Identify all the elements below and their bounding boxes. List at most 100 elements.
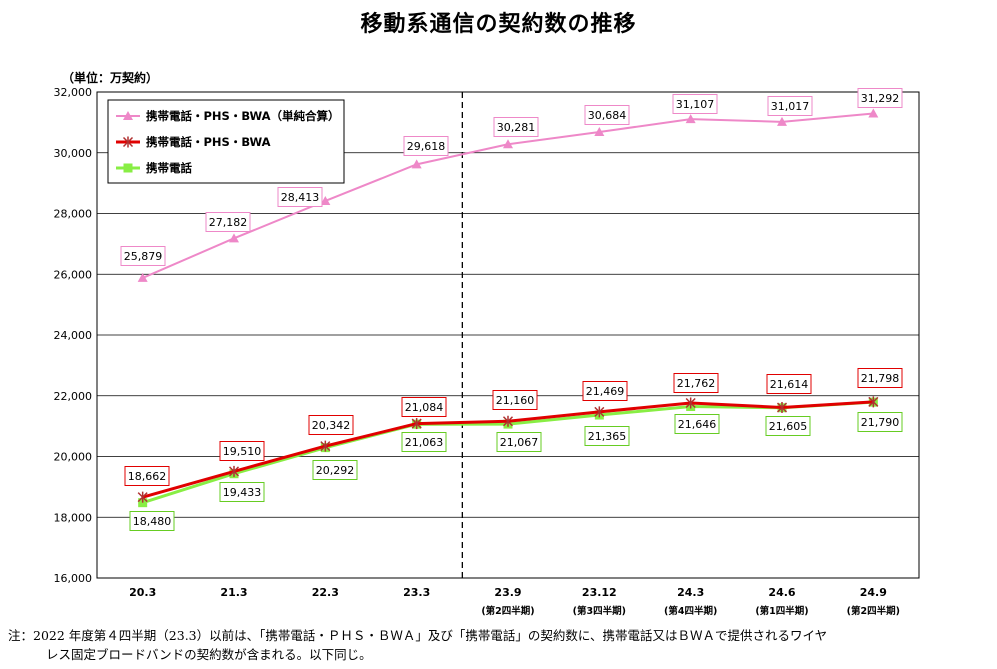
x-tick-label: 24.9 [860,586,887,599]
legend-item: 携帯電話・PHS・BWA [116,135,271,149]
data-label: 30,281 [493,117,539,137]
x-tick-label: 23.9 [494,586,521,599]
legend-box [107,99,345,184]
data-point-marker [868,108,879,118]
data-point-marker [123,111,133,120]
x-tick-label: 20.3 [129,586,156,599]
svg-text:21,365: 21,365 [588,430,627,443]
y-tick-label: 18,000 [54,511,93,524]
x-tick-label: 23.12 [582,586,617,599]
svg-text:21,646: 21,646 [678,418,717,431]
data-labels: 25,879 27,182 28,413 29,618 30,281 30,684 31,1… [120,88,903,531]
data-point-marker [685,114,696,124]
data-point-marker [229,233,239,243]
data-point-marker [594,126,605,136]
data-label: 21,084 [401,397,447,417]
svg-text:28,413: 28,413 [281,191,320,204]
data-point-marker [320,195,331,205]
data-point-marker [122,136,134,148]
data-label: 30,684 [584,105,630,125]
y-tick-label: 16,000 [54,572,93,585]
svg-text:18,480: 18,480 [133,515,172,528]
data-label: 31,292 [857,88,903,108]
data-point-marker [868,396,879,408]
legend-item: 携帯電話・PHS・BWA（単純合算） [116,109,340,123]
data-point-marker [137,272,148,282]
data-label: 19,433 [219,482,265,502]
data-label: 21,798 [857,368,903,388]
legend: 携帯電話・PHS・BWA（単純合算） 携帯電話・PHS・BWA 携帯電話 [107,99,345,184]
y-tick-label: 20,000 [54,451,93,464]
svg-text:30,281: 30,281 [497,121,536,134]
data-label: 18,480 [129,511,175,531]
svg-text:21,614: 21,614 [770,378,809,391]
data-label: 21,469 [582,381,628,401]
data-point-marker [777,116,787,126]
data-label: 19,510 [219,441,265,461]
y-tick-label: 28,000 [54,208,93,221]
data-label: 18,662 [124,466,170,486]
x-tick-sublabel: (第2四半期) [847,605,900,617]
svg-text:30,684: 30,684 [588,109,627,122]
data-label: 21,067 [496,432,542,452]
svg-text:21,084: 21,084 [405,401,444,414]
y-axis: 16,000 18,000 20,000 22,000 24,000 26,000 28,0… [54,86,93,585]
data-label: 21,605 [765,416,811,436]
svg-text:18,662: 18,662 [128,470,167,483]
data-point-marker [138,498,148,508]
svg-text:20,292: 20,292 [316,464,355,477]
line-chart: （単位：万契約） 16,000 18,000 20,000 22,000 24,000 2… [54,70,920,617]
legend-label: 携帯電話・PHS・BWA [146,135,271,149]
y-tick-label: 30,000 [54,147,93,160]
data-point-marker [503,139,513,149]
data-label: 29,618 [403,136,449,156]
data-point-marker [502,415,514,427]
svg-text:21,762: 21,762 [677,377,716,390]
svg-text:21,790: 21,790 [861,416,900,429]
series-1 [137,396,879,503]
legend-label: 携帯電話・PHS・BWA（単純合算） [146,109,340,123]
x-axis: 20.3 21.3 22.3 23.3 23.9 (第2四半期) 23.12 (第3四半期) 2… [129,586,900,617]
gridlines [97,152,919,518]
svg-text:21,063: 21,063 [405,436,444,449]
data-point-marker [685,397,696,409]
y-tick-label: 32,000 [54,86,93,99]
y-tick-label: 24,000 [54,329,93,342]
svg-text:21,067: 21,067 [500,436,539,449]
data-label: 21,063 [401,432,447,452]
footnote-line-2: レス固定ブロードバンドの契約数が含まれる。以下同じ。 [46,647,372,662]
x-tick-label: 22.3 [312,586,339,599]
data-label: 21,365 [584,426,630,446]
data-point-marker [137,491,148,503]
data-label: 21,160 [492,390,538,410]
data-label: 21,614 [766,374,812,394]
svg-text:31,017: 31,017 [771,100,810,113]
svg-text:19,433: 19,433 [223,486,262,499]
svg-text:21,605: 21,605 [769,420,808,433]
series-0 [137,108,879,282]
legend-label: 携帯電話 [146,161,192,175]
data-point-marker [123,163,133,173]
x-tick-sublabel: (第3四半期) [573,605,626,617]
data-label: 21,762 [673,373,719,393]
series-lines [137,108,879,508]
chart-title: 移動系通信の契約数の推移 [360,12,637,37]
y-tick-label: 22,000 [54,390,93,403]
data-label: 20,292 [312,460,358,480]
footnote: 注：2022 年度第４四半期（23.3）以前は、「携帯電話・ＰＨＳ・ＢＷＡ」及び… [8,626,993,664]
data-point-marker [594,406,605,418]
svg-text:25,879: 25,879 [124,250,163,263]
data-label: 21,646 [674,414,720,434]
data-label: 21,790 [857,412,903,432]
data-label: 20,342 [308,415,354,435]
svg-text:29,618: 29,618 [407,140,446,153]
data-point-marker [411,159,422,169]
svg-text:27,182: 27,182 [209,216,248,229]
svg-text:21,798: 21,798 [861,372,900,385]
data-point-marker [320,440,331,452]
x-tick-sublabel: (第2四半期) [481,605,534,617]
unit-label: （単位：万契約） [62,70,158,85]
x-tick-sublabel: (第1四半期) [755,605,808,617]
svg-text:19,510: 19,510 [223,445,262,458]
svg-text:21,160: 21,160 [496,394,535,407]
